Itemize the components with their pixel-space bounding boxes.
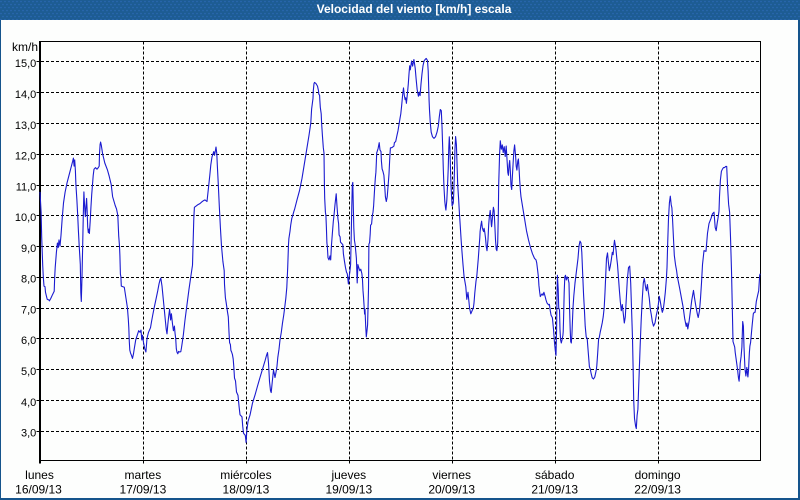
svg-text:11,0: 11,0 (16, 181, 37, 193)
svg-text:21/09/13: 21/09/13 (531, 483, 578, 497)
svg-text:6,0: 6,0 (21, 335, 36, 347)
svg-text:lunes: lunes (25, 468, 54, 482)
svg-text:15,0: 15,0 (15, 58, 36, 70)
svg-text:20/09/13: 20/09/13 (428, 483, 475, 497)
svg-text:13,0: 13,0 (15, 120, 36, 132)
svg-text:5,0: 5,0 (21, 366, 36, 378)
svg-text:4,0: 4,0 (21, 397, 36, 409)
svg-text:19/09/13: 19/09/13 (325, 483, 372, 497)
svg-text:17/09/13: 17/09/13 (120, 483, 167, 497)
svg-text:18/09/13: 18/09/13 (223, 483, 270, 497)
svg-text:10,0: 10,0 (15, 212, 36, 224)
svg-text:sábado: sábado (535, 468, 575, 482)
svg-text:jueves: jueves (330, 468, 366, 482)
svg-text:7,0: 7,0 (21, 304, 36, 316)
svg-text:3,0: 3,0 (21, 428, 36, 440)
svg-text:domingo: domingo (635, 468, 681, 482)
svg-text:km/h: km/h (12, 40, 38, 54)
svg-text:9,0: 9,0 (21, 243, 36, 255)
svg-text:16/09/13: 16/09/13 (15, 483, 62, 497)
svg-text:8,0: 8,0 (21, 274, 36, 286)
svg-text:miércoles: miércoles (220, 468, 271, 482)
svg-text:12,0: 12,0 (15, 151, 36, 163)
svg-text:14,0: 14,0 (15, 89, 36, 101)
svg-text:martes: martes (125, 468, 162, 482)
svg-text:22/09/13: 22/09/13 (634, 483, 681, 497)
svg-text:viernes: viernes (432, 468, 471, 482)
svg-text:Velocidad del viento [km/h] es: Velocidad del viento [km/h] escala (317, 2, 512, 16)
